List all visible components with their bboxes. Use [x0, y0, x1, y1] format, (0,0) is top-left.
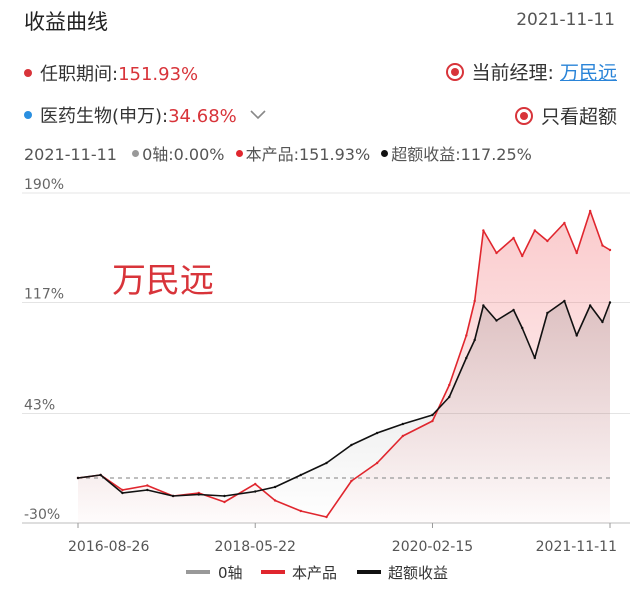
excess-point [465, 356, 468, 360]
excess-point [375, 431, 379, 435]
excess-point [223, 494, 226, 498]
radio-selected-icon [445, 62, 464, 81]
product-point [608, 248, 612, 252]
excess-point [350, 443, 353, 447]
y-tick-label: -30% [24, 507, 60, 523]
product-point [448, 383, 451, 387]
chart-stats-row: 2021-11-11 0轴:0.00% 本产品:151.93% 超额收益:117… [24, 141, 532, 165]
product-point [601, 244, 604, 247]
product-point [431, 419, 434, 423]
stats-axis0: 0轴:0.00% [142, 145, 225, 164]
excess-point [325, 461, 328, 465]
y-tick-label: 117% [24, 287, 64, 303]
product-point [375, 461, 379, 465]
excess-point [512, 308, 515, 312]
excess-point [588, 304, 592, 307]
excess-point [254, 490, 257, 493]
product-point [575, 251, 578, 255]
current-manager: 当前经理: 万民远 [445, 58, 617, 85]
excess-point [563, 299, 566, 303]
black-dot-icon [381, 150, 389, 157]
legend-excess-swatch [357, 570, 381, 574]
excess-point [546, 311, 549, 315]
legend-excess: 超额收益 [388, 564, 449, 582]
excess-point [99, 473, 102, 477]
excess-point [482, 304, 485, 307]
gray-dot-icon [132, 150, 140, 157]
product-point [273, 499, 277, 502]
stats-product: 本产品:151.93% [245, 145, 371, 164]
product-point [350, 479, 353, 483]
excess-point [601, 320, 604, 324]
chart-watermark: 万民远 [112, 261, 214, 301]
red-dot-icon [235, 150, 243, 157]
excess-point [575, 334, 578, 337]
manager-name-link[interactable]: 万民远 [559, 62, 617, 84]
benchmark-label: 医药生物(申万): [40, 106, 169, 127]
header-date: 2021-11-11 [516, 10, 615, 30]
legend-axis0: 0轴 [218, 564, 243, 582]
legend-product: 本产品 [292, 564, 338, 582]
product-point [401, 434, 405, 438]
tenure-label: 任职期间: [40, 64, 119, 85]
excess-point [431, 413, 434, 417]
benchmark-value: 34.68% [168, 106, 237, 127]
stats-date: 2021-11-11 [24, 145, 117, 164]
series-excess-area [78, 301, 610, 523]
excess-point [76, 476, 80, 480]
x-tick-label: 2016-08-26 [68, 539, 149, 555]
product-point [325, 515, 328, 519]
y-tick-label: 43% [24, 398, 55, 414]
product-point [223, 500, 226, 504]
product-point [546, 239, 549, 243]
excess-point [299, 473, 303, 477]
excess-toggle-label: 只看超额 [540, 106, 617, 128]
product-point [521, 254, 524, 258]
excess-point [521, 326, 524, 330]
product-point [254, 482, 257, 486]
excess-point [473, 338, 476, 342]
x-tick-label: 2020-02-15 [392, 539, 473, 555]
red-dot-icon [24, 69, 32, 77]
legend-axis0-swatch [186, 570, 210, 574]
y-tick-label: 190% [24, 177, 64, 193]
product-point [588, 209, 592, 213]
product-point [482, 229, 485, 232]
excess-point [171, 494, 175, 498]
manager-label: 当前经理: [471, 62, 554, 84]
product-point [146, 484, 149, 487]
excess-point [495, 319, 498, 322]
excess-point [197, 493, 200, 496]
stats-excess: 超额收益:117.25% [391, 145, 532, 164]
product-point [563, 221, 566, 225]
legend-product-swatch [261, 570, 285, 574]
product-point [465, 334, 468, 337]
benchmark-selector[interactable]: 医药生物(申万):34.68% [24, 102, 267, 128]
excess-point [121, 491, 124, 495]
blue-dot-icon [24, 111, 32, 119]
page-title: 收益曲线 [24, 10, 108, 34]
x-tick-label: 2021-11-11 [536, 539, 617, 555]
radio-selected-icon [514, 106, 533, 125]
x-tick-label: 2018-05-22 [215, 539, 296, 555]
tenure-return: 任职期间:151.93% [24, 60, 198, 86]
product-point [495, 251, 498, 255]
excess-point [273, 485, 277, 489]
product-point [512, 236, 515, 240]
chevron-down-icon[interactable] [250, 110, 267, 120]
excess-point [608, 301, 612, 304]
excess-point [401, 422, 405, 426]
product-point [121, 488, 124, 492]
product-point [533, 229, 536, 232]
excess-point [448, 395, 451, 399]
excess-point [146, 488, 149, 492]
product-point [299, 509, 303, 513]
excess-point [533, 356, 536, 360]
tenure-value: 151.93% [118, 64, 199, 85]
product-point [473, 299, 476, 303]
excess-only-toggle[interactable]: 只看超额 [514, 102, 617, 129]
